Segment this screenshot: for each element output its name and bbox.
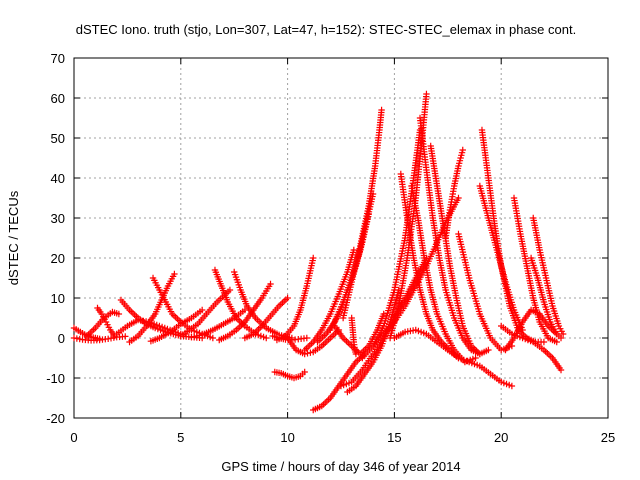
data-point: [540, 338, 548, 346]
y-tick-label: 50: [51, 131, 65, 146]
data-point: [241, 306, 249, 314]
data-point: [303, 334, 311, 342]
series-42: [530, 214, 567, 338]
y-tick-label: 0: [58, 331, 65, 346]
y-tick-label: 10: [51, 291, 65, 306]
data-point: [226, 286, 234, 294]
grid: [74, 58, 608, 418]
x-tick-label: 15: [387, 430, 401, 445]
y-tick-label: 70: [51, 51, 65, 66]
series-28: [344, 286, 402, 396]
data-point: [557, 366, 565, 374]
data-point: [378, 106, 385, 114]
chart-title: dSTEC Iono. truth (stjo, Lon=307, Lat=47…: [76, 22, 576, 37]
data-point: [553, 338, 560, 346]
data-point: [350, 246, 358, 254]
series-30: [369, 126, 424, 350]
x-axis-label: GPS time / hours of day 346 of year 2014: [221, 459, 460, 474]
series-35: [427, 142, 492, 358]
x-tick-label: 5: [177, 430, 184, 445]
series-39: [478, 126, 548, 346]
y-tick-label: 30: [51, 211, 65, 226]
series-9: [147, 306, 206, 345]
series-12: [231, 268, 296, 342]
data-markers: [70, 90, 567, 414]
data-point: [115, 310, 123, 318]
data-point: [263, 334, 270, 342]
data-point: [301, 368, 308, 376]
data-point: [310, 254, 317, 262]
series-38: [455, 230, 516, 354]
y-tick-label: 20: [51, 251, 65, 266]
series-8: [126, 270, 178, 346]
y-tick-label: -10: [46, 371, 65, 386]
y-axis-label: dSTEC / TECUs: [6, 190, 21, 285]
series-15: [241, 294, 291, 342]
data-point: [472, 354, 479, 362]
series-1: [70, 333, 129, 344]
data-point: [459, 146, 466, 154]
series-19: [271, 368, 308, 382]
data-point: [209, 334, 217, 342]
series-40: [476, 182, 526, 334]
series-2: [70, 324, 103, 342]
data-point: [557, 334, 565, 342]
data-point: [96, 335, 103, 342]
y-axis: -20 -10 0 10 20 30 40 50 60 70: [46, 51, 608, 426]
series-45: [502, 306, 560, 354]
y-tick-label: 60: [51, 91, 65, 106]
series-20: [301, 246, 358, 354]
plot-border: [73, 57, 609, 419]
data-point: [284, 294, 291, 302]
series-36: [442, 146, 466, 242]
data-point: [304, 350, 311, 357]
x-axis: 0 5 10 15 20 25: [70, 58, 615, 445]
series-24: [339, 106, 385, 322]
series-23: [310, 350, 368, 414]
series-37: [391, 326, 516, 390]
data-point: [553, 330, 560, 338]
x-tick-label: 25: [601, 430, 615, 445]
data-point: [198, 306, 206, 314]
series-43: [527, 254, 565, 342]
data-point: [267, 280, 274, 288]
data-point: [122, 333, 129, 340]
series-18: [273, 254, 317, 344]
data-point: [171, 270, 178, 278]
data-point: [307, 349, 314, 356]
x-tick-label: 20: [494, 430, 508, 445]
data-point: [455, 194, 462, 202]
series-4: [83, 308, 123, 340]
x-tick-label: 10: [280, 430, 294, 445]
data-point: [508, 382, 516, 390]
y-tick-label: 40: [51, 171, 65, 186]
series-41: [510, 194, 560, 346]
data-point: [519, 326, 526, 334]
series-13: [216, 280, 274, 344]
data-point: [485, 346, 492, 354]
series-14: [188, 306, 249, 341]
x-tick-label: 0: [70, 430, 77, 445]
data-point: [559, 330, 567, 338]
y-tick-label: -20: [46, 411, 65, 426]
data-point: [423, 90, 430, 98]
